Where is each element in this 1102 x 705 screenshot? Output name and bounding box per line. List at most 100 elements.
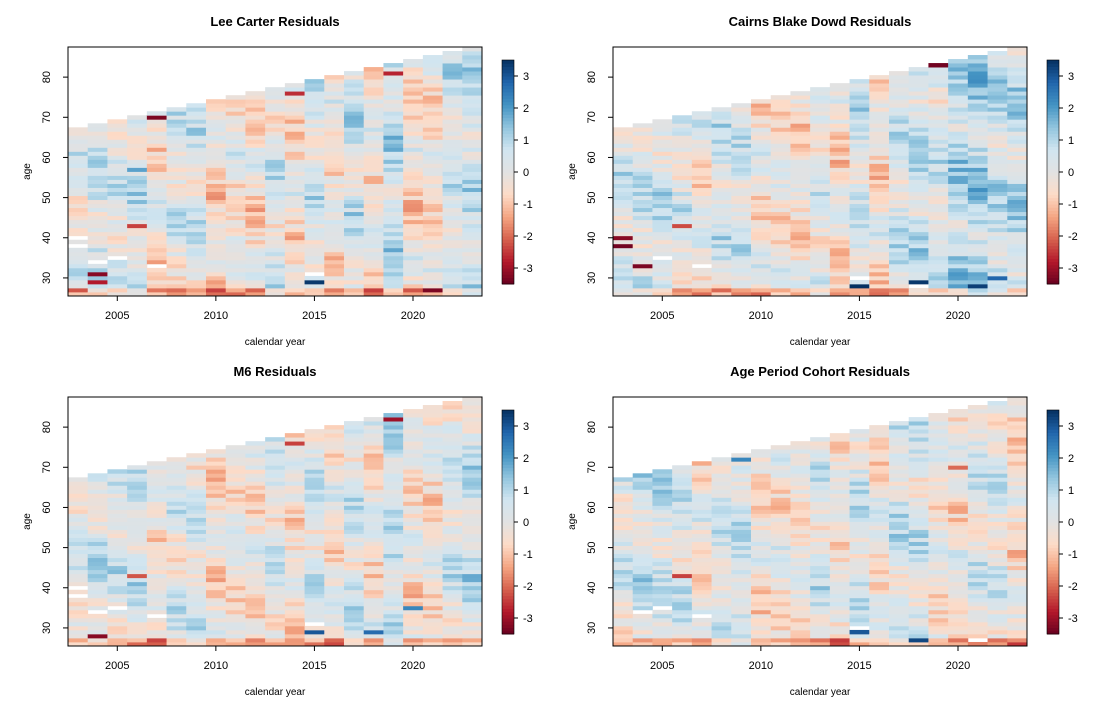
heatmap-cell	[770, 215, 791, 221]
heatmap-cell	[1007, 231, 1028, 237]
heatmap-cell	[344, 485, 365, 490]
heatmap-cell	[68, 199, 89, 205]
heatmap-cell	[810, 179, 831, 184]
heatmap-cell	[967, 71, 988, 76]
heatmap-cell	[908, 95, 929, 100]
heatmap-cell	[652, 219, 673, 225]
heatmap-cell	[265, 203, 286, 209]
heatmap-cell	[403, 437, 424, 442]
heatmap-cell	[127, 147, 148, 152]
heatmap-cell	[422, 609, 443, 615]
heatmap-cell	[363, 545, 384, 551]
heatmap-cell	[908, 131, 929, 136]
heatmap-cell	[304, 151, 325, 156]
colorbar-segment	[502, 566, 514, 571]
heatmap-cell	[967, 413, 988, 418]
colorbar-segment	[502, 184, 514, 189]
heatmap-cell	[948, 493, 969, 498]
heatmap-cell	[284, 453, 305, 458]
heatmap-cell	[751, 577, 772, 583]
colorbar-segment	[502, 280, 514, 285]
heatmap-cell	[127, 219, 148, 225]
heatmap-cell	[363, 509, 384, 514]
heatmap-cell	[68, 565, 89, 571]
heatmap-cell	[166, 239, 187, 245]
heatmap-cell	[403, 501, 424, 506]
heatmap-cell	[442, 453, 463, 458]
colorbar-segment	[1047, 461, 1059, 465]
heatmap-cell	[711, 589, 732, 595]
colorbar-segment	[1047, 149, 1059, 154]
heatmap-cell	[987, 283, 1008, 289]
heatmap-cell	[711, 159, 732, 164]
colorbar-segment	[1047, 611, 1059, 616]
heatmap-cell	[383, 111, 404, 116]
heatmap-cell	[245, 457, 266, 462]
colorbar-segment	[1047, 108, 1059, 112]
heatmap-cell	[1007, 59, 1028, 64]
heatmap-cell	[442, 625, 463, 631]
heatmap-cell	[908, 541, 929, 546]
heatmap-cell	[928, 597, 949, 603]
heatmap-cell	[691, 235, 712, 241]
heatmap-cell	[462, 259, 483, 265]
heatmap-cell	[265, 609, 286, 615]
heatmap-cell	[186, 457, 207, 462]
heatmap-cell	[206, 553, 227, 559]
heatmap-cell	[889, 279, 910, 285]
heatmap-cell	[166, 481, 187, 486]
heatmap-cell	[422, 541, 443, 546]
heatmap-cell	[442, 255, 463, 261]
heatmap-cell	[632, 629, 653, 635]
heatmap-cell	[790, 155, 811, 160]
heatmap-cell	[889, 425, 910, 430]
heatmap-cell	[166, 613, 187, 619]
heatmap-cell	[790, 267, 811, 273]
heatmap-cell	[889, 75, 910, 80]
heatmap-cell	[652, 263, 673, 269]
heatmap-cell	[304, 549, 325, 555]
heatmap-cell	[928, 549, 949, 555]
heatmap-cell	[691, 215, 712, 221]
heatmap-cell	[849, 609, 870, 615]
heatmap-cell	[107, 613, 128, 619]
heatmap-cell	[344, 271, 365, 277]
heatmap-cell	[68, 481, 89, 486]
heatmap-cell	[691, 139, 712, 144]
heatmap-cell	[422, 115, 443, 120]
heatmap-cell	[206, 533, 227, 538]
heatmap-cell	[928, 199, 949, 205]
heatmap-cell	[166, 605, 187, 611]
heatmap-cell	[186, 509, 207, 514]
heatmap-cell	[304, 581, 325, 587]
heatmap-cell	[928, 621, 949, 627]
heatmap-cell	[127, 509, 148, 514]
heatmap-cell	[442, 441, 463, 446]
heatmap-cell	[284, 87, 305, 92]
heatmap-cell	[967, 529, 988, 534]
heatmap-cell	[632, 275, 653, 281]
heatmap-cell	[206, 641, 227, 647]
heatmap-cell	[987, 425, 1008, 430]
heatmap-cell	[245, 501, 266, 506]
heatmap-cell	[869, 103, 890, 108]
colorbar-segment	[502, 576, 514, 581]
heatmap-cell	[948, 127, 969, 132]
heatmap-cell	[711, 171, 732, 176]
heatmap-cell	[127, 505, 148, 510]
heatmap-cell	[265, 119, 286, 124]
heatmap-cell	[245, 103, 266, 108]
heatmap-cell	[304, 287, 325, 293]
heatmap-cell	[422, 63, 443, 68]
heatmap-cell	[987, 609, 1008, 615]
heatmap-cell	[284, 183, 305, 188]
heatmap-cell	[363, 171, 384, 176]
heatmap-cell	[691, 557, 712, 563]
heatmap-cell	[403, 239, 424, 245]
heatmap-cell	[186, 219, 207, 225]
heatmap-cell	[206, 449, 227, 454]
heatmap-cell	[344, 597, 365, 603]
heatmap-cell	[166, 143, 187, 148]
y-tick-label: 70	[41, 461, 53, 473]
heatmap-cell	[829, 131, 850, 136]
